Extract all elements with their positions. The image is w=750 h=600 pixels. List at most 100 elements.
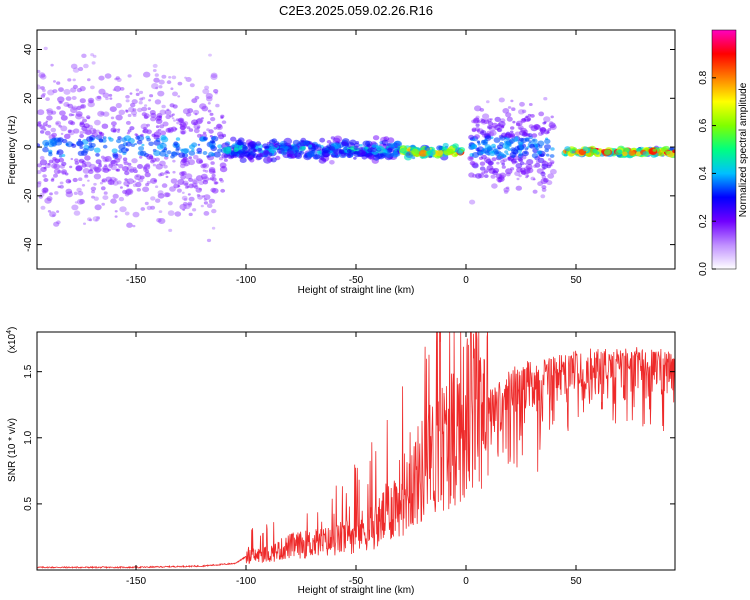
spectrogram-cell (191, 98, 198, 104)
spectrogram-cell (474, 105, 482, 112)
spectrogram-cell (139, 175, 145, 180)
spectrogram-cell (160, 136, 169, 143)
spectrogram-cell (39, 74, 47, 80)
spectrogram-cell (79, 134, 84, 138)
spectrogram-cell (486, 130, 492, 135)
spectrogram-cell (517, 125, 524, 131)
spectrogram-cell (202, 163, 210, 169)
spectrogram-cell (479, 166, 486, 171)
spectrogram-cell (505, 112, 512, 118)
spectrogram-cell (61, 161, 67, 166)
spectrogram-cell (198, 187, 202, 191)
spectrogram-cell (258, 152, 264, 157)
spectrogram-cell (117, 130, 120, 133)
spectrogram-cell (71, 96, 77, 100)
spectrogram-cell (252, 148, 257, 153)
spectrogram-cell (65, 96, 72, 101)
spectrogram-cell (206, 96, 213, 102)
spectrogram-cell (195, 187, 202, 193)
spectrogram-cell (523, 132, 528, 136)
spectrogram-cell (188, 177, 194, 182)
spectrogram-cell (255, 141, 262, 146)
spectrogram-cell (49, 211, 57, 218)
spectrogram-cell (161, 104, 166, 109)
spectrogram-cell (506, 141, 511, 146)
spectrogram-cell (211, 177, 217, 182)
spectrogram-cell (134, 133, 138, 136)
spectrogram-cell (308, 144, 313, 148)
spectrogram-cell (436, 145, 443, 151)
spectrogram-cell (369, 146, 377, 153)
spectrogram-cell (50, 63, 54, 67)
spectrogram-cell (550, 115, 554, 119)
spectrogram-cell (174, 211, 182, 217)
spectrogram-cell (138, 178, 144, 183)
spectrogram-cell (217, 131, 224, 137)
spectrogram-cell (99, 181, 104, 185)
spectrogram-cell (164, 171, 168, 175)
spectrogram-cell (60, 125, 68, 132)
spectrogram-cell (79, 131, 84, 135)
spectrogram-cell (622, 151, 628, 156)
spectrogram-cell (528, 103, 533, 106)
spectrogram-cell (181, 171, 187, 176)
spectrogram-cell (37, 69, 41, 74)
spectrogram-ytick-label: -20 (23, 188, 34, 203)
spectrogram-cell (83, 63, 89, 69)
spectrogram-cell (138, 146, 145, 151)
spectrogram-cell (170, 178, 178, 184)
spectrogram-cell (169, 114, 174, 118)
spectrogram-cell (353, 150, 358, 155)
spectrogram-cell (564, 146, 571, 152)
spectrogram-cell (158, 210, 163, 214)
spectrogram-cell (169, 186, 176, 192)
spectrogram-cell (537, 150, 543, 155)
spectrogram-cell (359, 144, 363, 147)
spectrogram-cell (85, 115, 91, 120)
spectrogram-cell (496, 161, 500, 165)
spectrogram-xtick-label: -150 (126, 275, 146, 286)
spectrogram-cell (527, 133, 533, 138)
spectrogram-cell (184, 76, 187, 79)
spectrogram-cell (144, 104, 148, 107)
spectrogram-cell (125, 95, 130, 99)
spectrogram-cell (124, 178, 128, 182)
spectrogram-cell (155, 185, 159, 188)
spectrogram-cell (70, 107, 78, 114)
spectrogram-cell (469, 156, 473, 160)
spectrogram-cell (152, 63, 158, 68)
spectrogram-cell (166, 80, 172, 85)
spectrogram-cell (657, 151, 664, 157)
spectrogram-cell (140, 133, 144, 137)
spectrogram-cell (52, 157, 57, 161)
spectrogram-cell (141, 96, 146, 100)
spectrogram-cell (183, 203, 191, 210)
spectrogram-cell (114, 210, 118, 213)
spectrogram-cell (144, 169, 150, 174)
spectrogram-cell (118, 109, 126, 116)
spectrogram-cell (524, 147, 529, 151)
spectrogram-ytick-label: 20 (23, 92, 34, 104)
spectrogram-cell (70, 157, 74, 161)
spectrogram-cell (244, 151, 251, 157)
spectrogram-cell (145, 183, 150, 187)
spectrogram-cell (173, 141, 179, 146)
spectrogram-cell (93, 173, 102, 180)
spectrogram-cell (138, 101, 143, 105)
spectrogram-cell (628, 150, 636, 156)
spectrogram-cell (544, 148, 549, 153)
spectrogram-cell (208, 129, 214, 134)
spectrogram-cell (550, 147, 555, 151)
spectrogram-cell (543, 116, 551, 123)
spectrogram-cell (91, 61, 96, 65)
spectrogram-cell (188, 150, 196, 156)
spectrogram-cell (196, 151, 200, 154)
spectrogram-cell (54, 191, 59, 195)
spectrogram-cell (131, 110, 137, 116)
spectrogram-cell (660, 146, 668, 152)
spectrogram-cell (292, 139, 300, 146)
spectrogram-cell (493, 137, 501, 143)
spectrogram-cell (115, 168, 119, 172)
spectrogram-cell (387, 137, 395, 144)
